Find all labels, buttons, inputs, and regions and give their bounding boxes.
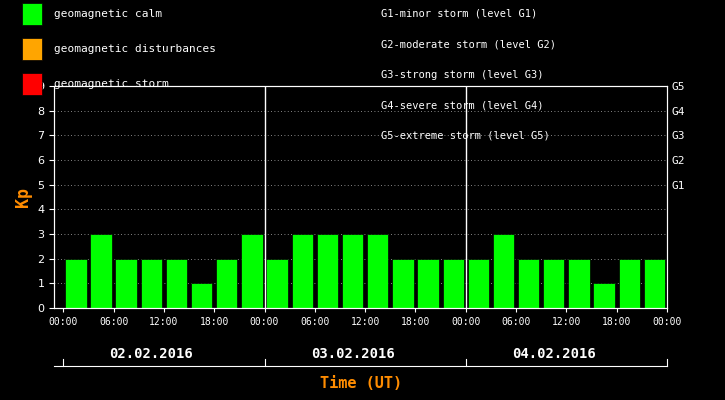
Bar — [468, 259, 489, 308]
Text: G4-severe storm (level G4): G4-severe storm (level G4) — [381, 100, 543, 110]
Bar — [392, 259, 413, 308]
Bar — [442, 259, 464, 308]
Y-axis label: Kp: Kp — [14, 187, 32, 207]
Text: G5-extreme storm (level G5): G5-extreme storm (level G5) — [381, 130, 550, 140]
Text: 04.02.2016: 04.02.2016 — [512, 347, 596, 361]
Text: G1-minor storm (level G1): G1-minor storm (level G1) — [381, 9, 537, 19]
Bar — [241, 234, 262, 308]
Bar — [493, 234, 514, 308]
Bar — [594, 283, 615, 308]
Text: geomagnetic calm: geomagnetic calm — [54, 9, 162, 19]
Bar — [65, 259, 86, 308]
Text: geomagnetic storm: geomagnetic storm — [54, 80, 169, 90]
Bar — [367, 234, 389, 308]
Text: G2-moderate storm (level G2): G2-moderate storm (level G2) — [381, 39, 555, 49]
Bar — [317, 234, 338, 308]
Bar — [568, 259, 589, 308]
Bar — [342, 234, 363, 308]
Text: G3-strong storm (level G3): G3-strong storm (level G3) — [381, 70, 543, 80]
Bar — [166, 259, 187, 308]
Text: geomagnetic disturbances: geomagnetic disturbances — [54, 44, 216, 54]
Bar — [91, 234, 112, 308]
Bar — [216, 259, 238, 308]
Bar — [644, 259, 665, 308]
Bar — [191, 283, 212, 308]
Bar — [291, 234, 313, 308]
Bar — [141, 259, 162, 308]
Bar — [418, 259, 439, 308]
Bar — [518, 259, 539, 308]
Text: 03.02.2016: 03.02.2016 — [311, 347, 394, 361]
Text: Time (UT): Time (UT) — [320, 376, 402, 392]
Bar — [543, 259, 565, 308]
Bar — [266, 259, 288, 308]
Text: 02.02.2016: 02.02.2016 — [109, 347, 194, 361]
Bar — [115, 259, 137, 308]
Bar — [618, 259, 640, 308]
